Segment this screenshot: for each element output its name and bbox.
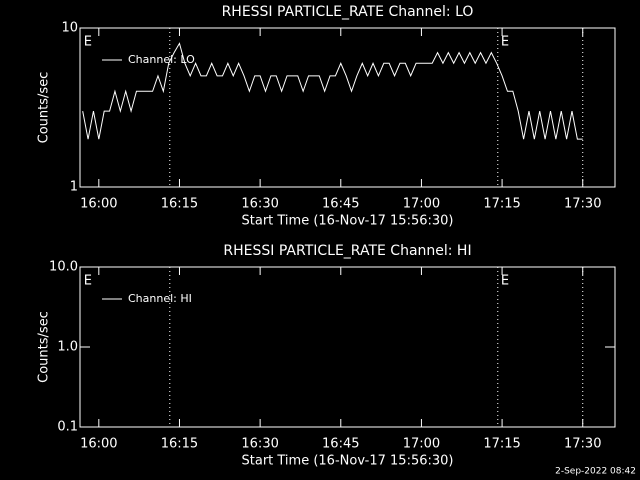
x-tick-label: 17:15 (483, 437, 520, 452)
x-tick-label: 17:00 (403, 197, 440, 212)
legend-label: Channel: HI (128, 292, 192, 305)
x-axis-label: Start Time (16-Nov-17 15:56:30) (242, 214, 454, 229)
annotation: E (501, 274, 509, 289)
plot-frame (79, 266, 616, 428)
annotation: E (501, 35, 509, 50)
y-tick-label: 10.0 (49, 260, 78, 275)
y-tick-label: 1.0 (57, 340, 78, 355)
x-tick-label: 17:00 (403, 437, 440, 452)
x-tick-label: 16:00 (80, 437, 117, 452)
plot-frame (79, 27, 616, 188)
legend-label: Channel: LO (128, 53, 195, 66)
data-line (82, 42, 583, 140)
chart-title: RHESSI PARTICLE_RATE Channel: LO (222, 4, 474, 20)
y-tick-label: 1 (70, 180, 78, 195)
x-tick-label: 17:15 (483, 197, 520, 212)
annotation: E (84, 274, 92, 289)
x-tick-label: 16:00 (80, 197, 117, 212)
y-tick-label: 10 (61, 21, 78, 36)
x-tick-label: 16:30 (241, 197, 278, 212)
y-axis-label: Counts/sec (37, 72, 52, 144)
x-tick-label: 16:30 (241, 437, 278, 452)
y-tick-label: 0.1 (57, 420, 78, 435)
annotation: E (84, 35, 92, 50)
x-tick-label: 16:15 (161, 437, 198, 452)
chart-title: RHESSI PARTICLE_RATE Channel: HI (223, 243, 471, 259)
x-tick-label: 16:15 (161, 197, 198, 212)
x-tick-label: 16:45 (322, 437, 359, 452)
y-axis-label: Counts/sec (37, 311, 52, 383)
x-tick-label: 16:45 (322, 197, 359, 212)
footer: 2-Sep-2022 08:42 (555, 467, 636, 477)
x-tick-label: 17:30 (564, 197, 601, 212)
x-tick-label: 17:30 (564, 437, 601, 452)
x-axis-label: Start Time (16-Nov-17 15:56:30) (242, 454, 454, 469)
